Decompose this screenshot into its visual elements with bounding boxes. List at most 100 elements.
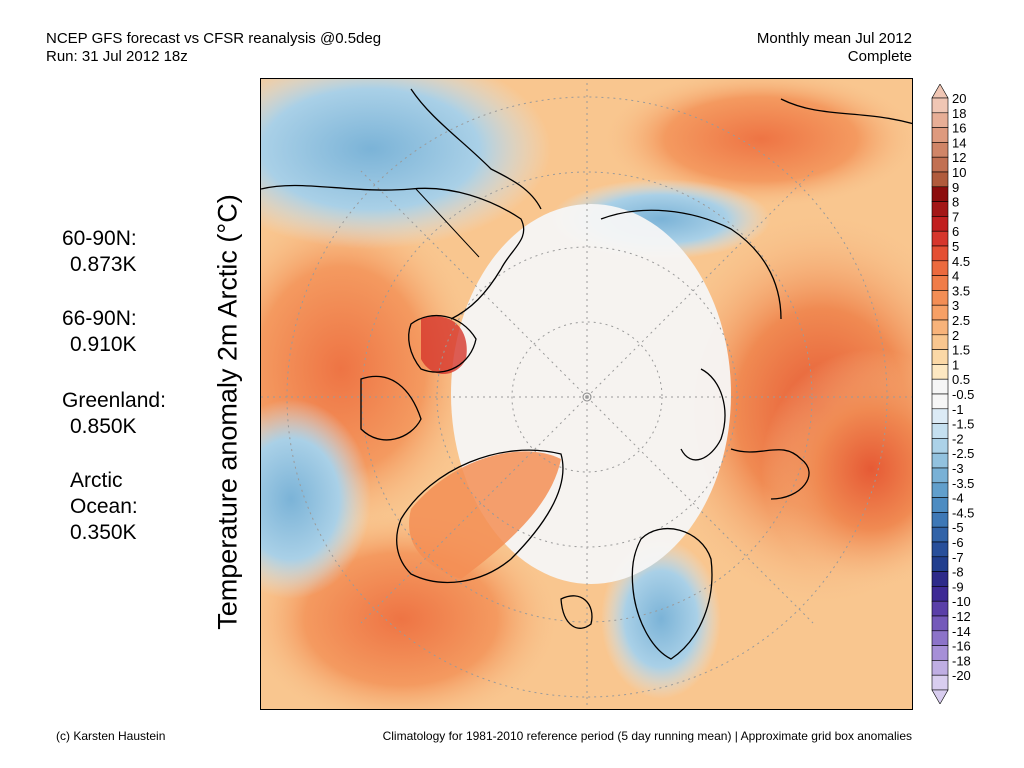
coastline-ellesmere: [408, 314, 477, 373]
colorbar-tick-label: -18: [952, 653, 971, 668]
colorbar-tick-label: 18: [952, 106, 966, 121]
colorbar-tick-label: -16: [952, 639, 971, 654]
coastline-baffin: [360, 375, 422, 441]
colorbar-swatch: [931, 334, 949, 350]
colorbar-swatch: [931, 142, 949, 158]
colorbar-swatch: [931, 378, 949, 395]
colorbar-tick-label: -0.5: [952, 387, 974, 402]
stat-arctic-ocean: Arctic Ocean: 0.350K: [70, 468, 138, 546]
colorbar-swatch: [931, 245, 949, 262]
colorbar-swatch: [931, 600, 949, 617]
colorbar-tick-label: 6: [952, 224, 959, 239]
climatology-note: Climatology for 1981-2010 reference peri…: [382, 729, 912, 743]
colorbar-tick-label: 8: [952, 195, 959, 210]
stat-value: 0.350K: [70, 521, 137, 544]
colorbar-swatch: [931, 275, 949, 291]
colorbar-swatch: [931, 497, 949, 513]
period-label: Monthly mean Jul 2012: [756, 30, 912, 47]
colorbar-swatch: [931, 512, 949, 528]
coastline-siberia-north: [600, 209, 782, 320]
coastline-bering: [410, 88, 542, 210]
colorbar-tick-label: -3: [952, 461, 964, 476]
colorbar-tick-label: 16: [952, 121, 966, 136]
colorbar-tick-label: 2: [952, 328, 959, 343]
colorbar-tick-label: 9: [952, 180, 959, 195]
colorbar-tick-label: 0.5: [952, 372, 970, 387]
colorbar-swatch: [931, 112, 949, 128]
colorbar-swatch: [931, 260, 949, 276]
anomaly-map: [260, 78, 913, 710]
colorbar-swatch: [931, 127, 949, 143]
colorbar-tick-label: -3.5: [952, 476, 974, 491]
colorbar-swatch: [931, 556, 949, 572]
stat-label: Arctic: [70, 469, 123, 492]
colorbar-swatch: [931, 349, 949, 365]
coastline-kara-sea: [730, 448, 810, 500]
colorbar-tick-label: -2.5: [952, 446, 974, 461]
colorbar-tick-label: -8: [952, 565, 964, 580]
colorbar-tick-label: 3: [952, 298, 959, 313]
copyright: (c) Karsten Haustein: [56, 729, 166, 743]
colorbar-tick-label: 20: [952, 91, 966, 106]
colorbar-swatch: [931, 526, 949, 543]
colorbar-swatch: [931, 630, 949, 646]
colorbar-tick-label: -9: [952, 579, 964, 594]
colorbar-swatch: [931, 186, 949, 202]
colorbar-swatch: [931, 674, 949, 691]
colorbar-swatch: [931, 201, 949, 217]
colorbar-svg: 201816141210987654.543.532.521.510.5-0.5…: [931, 83, 974, 705]
colorbar-legend: 20 18 16 14 12 10 9 8 7 6 5 4.5 4 3.5 3 2.5 2 1.5 1 0.5 -0.5…: [930, 83, 990, 709]
colorbar-tick-label: -14: [952, 624, 971, 639]
coastline-alaska-canada: [261, 184, 525, 320]
anomaly-warm-siberia-core: [761, 349, 912, 589]
colorbar-tick-label: 14: [952, 135, 966, 150]
colorbar-tick-label: 10: [952, 165, 966, 180]
colorbar-tick-label: -5: [952, 520, 964, 535]
colorbar-swatch: [931, 97, 949, 114]
colorbar-tick-label: 1.5: [952, 343, 970, 358]
colorbar-tick-label: 1: [952, 357, 959, 372]
colorbar-tick-label: -20: [952, 668, 971, 683]
colorbar-tick-label: -2: [952, 431, 964, 446]
colorbar-swatch: [931, 216, 949, 232]
completeness-label: Complete: [847, 48, 912, 65]
colorbar-swatch: [931, 319, 949, 336]
coastline-chukotka: [780, 98, 912, 125]
colorbar-tick-label: 4.5: [952, 254, 970, 269]
stat-label: Greenland:: [62, 389, 166, 412]
graticule: [261, 79, 912, 709]
alaska-border: [415, 188, 480, 258]
anomaly-cold-scandinavia: [601, 539, 721, 699]
colorbar-swatch: [931, 660, 949, 676]
colorbar-swatch: [931, 304, 949, 321]
stat-value: 0.873K: [70, 253, 137, 276]
stat-greenland: Greenland: 0.850K: [62, 388, 166, 440]
colorbar-swatch: [931, 364, 949, 380]
colorbar-swatch: [931, 290, 949, 306]
stat-value: 0.850K: [70, 415, 137, 438]
colorbar-tick-label: -12: [952, 609, 971, 624]
colorbar-tick-label: -1.5: [952, 417, 974, 432]
stat-label: 66-90N:: [62, 307, 137, 330]
colorbar-tick-label: -4.5: [952, 505, 974, 520]
colorbar-swatch: [931, 230, 949, 247]
colorbar-swatch: [931, 438, 949, 454]
colorbar-tick-label: -10: [952, 594, 971, 609]
colorbar-swatch: [931, 408, 949, 424]
stat-label-2: Ocean:: [70, 495, 138, 518]
colorbar-tick-label: 5: [952, 239, 959, 254]
colorbar-swatch: [931, 615, 949, 632]
colorbar-tick-label: 7: [952, 209, 959, 224]
colorbar-swatch: [931, 423, 949, 439]
vertical-axis-label: Temperature anomaly 2m Arctic (°C): [212, 194, 243, 630]
colorbar-swatch: [931, 645, 949, 661]
colorbar-swatch: [931, 482, 949, 498]
stat-value: 0.910K: [70, 333, 137, 356]
colorbar-arrow-top: [931, 83, 949, 99]
colorbar-tick-label: -4: [952, 491, 964, 506]
map-title: NCEP GFS forecast vs CFSR reanalysis @0.…: [46, 30, 382, 47]
anomaly-ellesmere-hot: [421, 316, 467, 374]
colorbar-swatch: [931, 541, 949, 558]
anomaly-greenland: [409, 451, 561, 579]
colorbar-swatch: [931, 393, 949, 410]
